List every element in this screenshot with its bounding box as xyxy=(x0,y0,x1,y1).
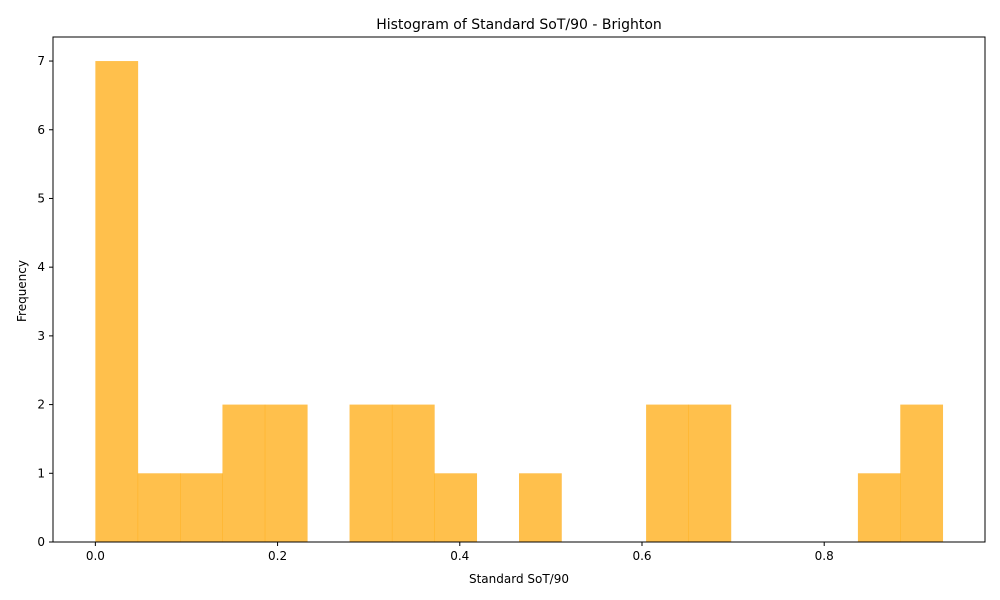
x-tick-label: 0.6 xyxy=(632,549,651,563)
histogram-bar xyxy=(519,473,562,542)
plot-frame xyxy=(52,36,986,543)
histogram-bar xyxy=(857,473,901,542)
histogram-bar xyxy=(434,473,478,542)
histogram-bar xyxy=(264,404,308,542)
y-tick-label: 2 xyxy=(37,398,45,412)
y-axis-label: Frequency xyxy=(15,260,29,322)
y-axis-ticks: 0 1 2 3 4 5 6 7 xyxy=(37,54,53,549)
x-axis-label: Standard SoT/90 xyxy=(469,572,569,586)
x-tick-label: 0.0 xyxy=(86,549,105,563)
y-tick-label: 5 xyxy=(37,191,45,205)
y-tick-label: 3 xyxy=(37,329,45,343)
histogram-bar xyxy=(137,473,181,542)
x-axis-ticks: 0.0 0.2 0.4 0.6 0.8 xyxy=(86,542,834,563)
histogram-bar xyxy=(95,61,139,543)
histogram-bar xyxy=(349,404,393,542)
histogram-bar xyxy=(222,404,266,542)
y-tick-label: 7 xyxy=(37,54,45,68)
histogram-bar xyxy=(688,404,732,542)
bars-group xyxy=(95,61,944,543)
y-tick-label: 0 xyxy=(37,535,45,549)
y-tick-label: 6 xyxy=(37,123,45,137)
histogram-bar xyxy=(180,473,223,542)
y-tick-label: 1 xyxy=(37,466,45,480)
chart-title: Histogram of Standard SoT/90 - Brighton xyxy=(376,17,662,33)
histogram-bar xyxy=(391,404,435,542)
histogram-bar xyxy=(646,404,689,542)
y-tick-label: 4 xyxy=(37,260,45,274)
x-tick-label: 0.2 xyxy=(268,549,287,563)
x-tick-label: 0.8 xyxy=(815,549,834,563)
x-tick-label: 0.4 xyxy=(450,549,469,563)
histogram-bar xyxy=(900,404,944,542)
